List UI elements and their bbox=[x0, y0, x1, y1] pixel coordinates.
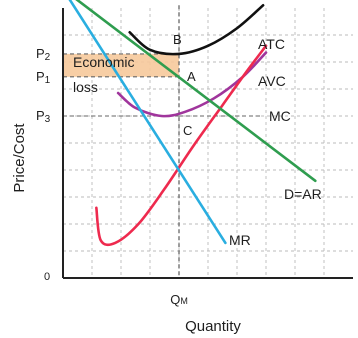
mr-label: MR bbox=[229, 232, 251, 248]
atc-curve bbox=[128, 4, 265, 56]
point-b-label: B bbox=[173, 32, 182, 47]
y-tick-label: P1 bbox=[36, 69, 51, 86]
axes bbox=[62, 8, 353, 279]
mc-label: MC bbox=[269, 108, 291, 124]
x-axis-label: Quantity bbox=[185, 318, 241, 335]
economic-loss-area bbox=[63, 53, 179, 77]
qm-guides bbox=[63, 5, 261, 278]
economic-loss-label-line1: Economic bbox=[73, 54, 134, 70]
atc-label: ATC bbox=[258, 36, 285, 52]
avc-label: AVC bbox=[258, 73, 286, 89]
y-tick-label: P3 bbox=[36, 108, 51, 125]
grid bbox=[63, 8, 353, 278]
curves bbox=[68, 0, 317, 247]
point-a-label: A bbox=[187, 69, 196, 84]
tick-labels: P2 P1 P3 0 QM bbox=[36, 46, 188, 307]
curve-labels: ATC AVC MC D=AR MR bbox=[229, 36, 322, 248]
mr-curve bbox=[68, 0, 227, 245]
y-tick-label: P2 bbox=[36, 46, 51, 63]
y-axis-label: Price/Cost bbox=[11, 123, 28, 193]
d-ar-label: D=AR bbox=[284, 186, 322, 202]
point-c-label: C bbox=[183, 123, 192, 138]
mc-curve bbox=[95, 44, 268, 247]
point-labels: B A C bbox=[173, 32, 196, 138]
y-tick-label: 0 bbox=[44, 271, 50, 283]
x-tick-label: QM bbox=[170, 292, 188, 307]
d-ar-curve bbox=[75, 0, 317, 183]
economic-loss-label-line2: loss bbox=[73, 79, 98, 95]
